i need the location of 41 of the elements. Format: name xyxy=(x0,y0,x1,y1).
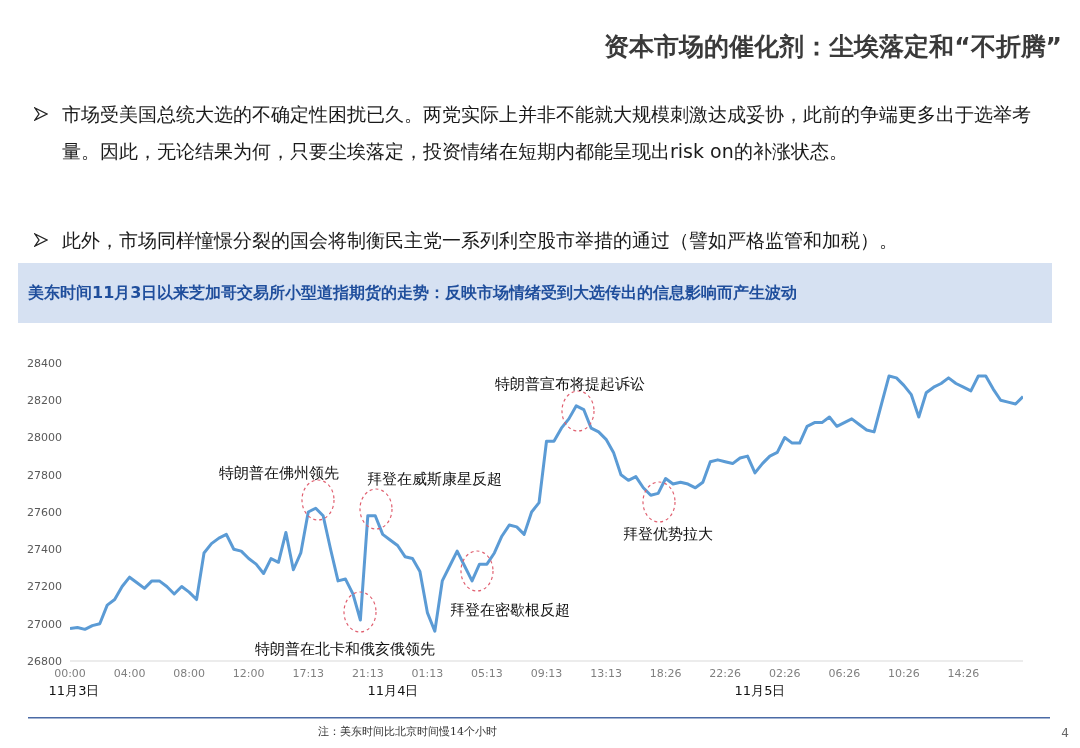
annotation: 拜登在威斯康星反超 xyxy=(366,469,502,489)
x-tick-label: 01:13 xyxy=(411,666,444,680)
x-tick-label: 12:00 xyxy=(232,666,265,680)
x-tick-label: 02:26 xyxy=(768,666,801,680)
annotation: 特朗普在北卡和俄亥俄领先 xyxy=(255,639,435,659)
y-tick-label: 27200 xyxy=(27,580,62,594)
x-tick-label: 17:13 xyxy=(292,666,325,680)
x-tick-label: 09:13 xyxy=(530,666,563,680)
y-tick-label: 26800 xyxy=(27,654,62,668)
x-tick-label: 13:13 xyxy=(590,666,622,680)
text: 注：美东时间比北京时间慢14个小时 xyxy=(318,723,497,739)
annotation: 特朗普在佛州领先 xyxy=(219,463,339,483)
x-tick-label: 05:13 xyxy=(471,666,503,680)
line-series xyxy=(70,374,1023,633)
chart-subtitle: 美东时间11月3日以来芝加哥交易所小型道指期货的走势：反映市场情绪受到大选传出的信息影响而产生波动 xyxy=(28,283,798,304)
y-tick-label: 28200 xyxy=(27,394,62,408)
text: 4 xyxy=(1061,726,1069,740)
y-tick-label: 27600 xyxy=(27,505,62,519)
y-tick-label: 27400 xyxy=(27,543,62,557)
x-tick-label: 06:26 xyxy=(828,666,861,680)
text: 此外，市场同样憧憬分裂的国会将制衡民主党一系列利空股市举措的通过（譬如严格监管和加税）。 xyxy=(62,228,899,253)
x-tick-label: 18:26 xyxy=(649,666,682,680)
y-tick-label: 27800 xyxy=(27,468,62,482)
y-tick-label: 28400 xyxy=(27,356,62,370)
x-tick-label: 04:00 xyxy=(113,666,146,680)
annotation: 拜登在密歇根反超 xyxy=(450,600,570,620)
annotation: 拜登优势拉大 xyxy=(623,524,713,544)
y-tick-label: 27000 xyxy=(27,617,62,631)
x-tick-label: 08:00 xyxy=(173,666,205,680)
x-tick-label: 14:26 xyxy=(947,666,980,680)
text: 市场受美国总统大选的不确定性困扰已久。两党实际上并非不能就大规模刺激达成妥协，此前的争端更多出于选举考量。因此，无论结果为何，只要尘埃落定，投资情绪在短期内都能呈现出risk on的补涨状态。 xyxy=(62,102,1032,164)
x-tick-label: 00:00 xyxy=(54,666,86,680)
text: 11月3日 xyxy=(48,682,100,700)
x-tick-label: 22:26 xyxy=(709,666,742,680)
y-tick-label: 28000 xyxy=(27,431,62,445)
chart-title: 资本市场的催化剂：尘埃落定和“不折腾” xyxy=(604,31,1062,63)
x-tick-label: 21:13 xyxy=(351,666,384,680)
x-tick-label: 10:26 xyxy=(888,666,920,680)
annotation: 特朗普宣布将提起诉讼 xyxy=(495,374,645,394)
text: 11月4日 xyxy=(367,682,419,700)
text: 11月5日 xyxy=(734,682,786,700)
